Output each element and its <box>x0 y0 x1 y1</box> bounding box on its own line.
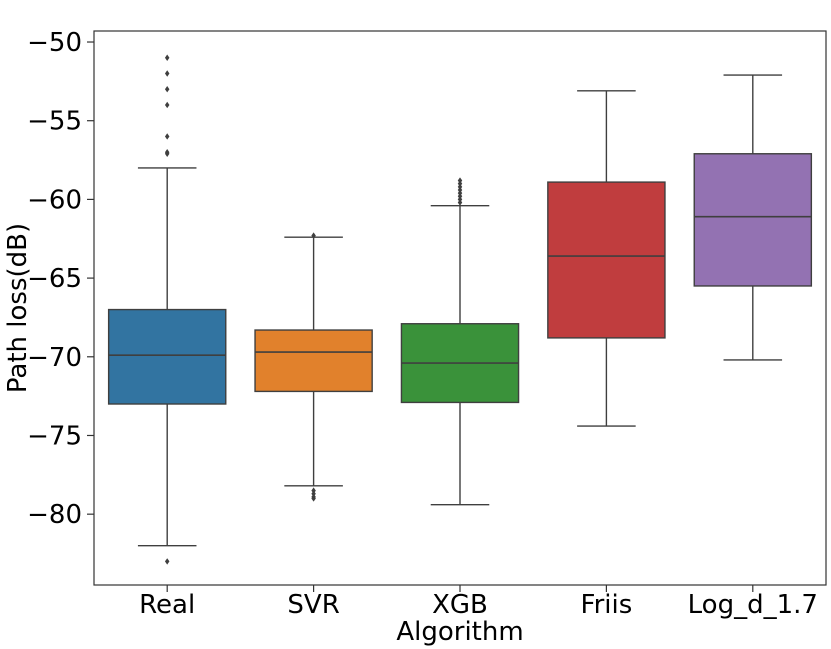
y-tick-label: −55 <box>27 107 82 137</box>
plot-marks <box>107 54 813 565</box>
outlier-point <box>164 558 170 565</box>
box-friis <box>547 90 666 427</box>
box-log-d-1-7 <box>693 74 813 361</box>
iqr-box <box>107 308 227 405</box>
outlier-point <box>457 177 463 184</box>
y-axis: −80 −75 −70 −65 −60 −55 −50 <box>27 28 94 530</box>
x-tick-label: SVR <box>287 590 339 620</box>
outlier-point <box>164 150 170 157</box>
outlier-point <box>311 232 316 239</box>
y-tick-label: −50 <box>27 28 82 58</box>
outlier-point <box>164 101 170 109</box>
outlier-point <box>311 495 316 502</box>
x-tick-label: Real <box>139 590 195 620</box>
x-axis: Real SVR XGB Friis Log_d_1.7 <box>139 585 818 620</box>
y-tick-label: −60 <box>27 185 82 215</box>
x-tick-label: Log_d_1.7 <box>688 590 818 620</box>
box-svr <box>254 232 373 502</box>
iqr-box <box>693 153 813 287</box>
box-real <box>107 54 227 565</box>
y-tick-label: −65 <box>27 264 82 294</box>
y-tick-label: −70 <box>27 343 82 373</box>
box-xgb <box>400 177 520 506</box>
y-tick-label: −80 <box>27 500 82 530</box>
x-tick-label: XGB <box>432 590 488 620</box>
y-tick-label: −75 <box>27 421 82 451</box>
x-axis-label: Algorithm <box>396 617 523 647</box>
outlier-point <box>164 133 170 140</box>
x-tick-label: Friis <box>581 590 633 620</box>
iqr-box <box>547 181 666 339</box>
outlier-point <box>164 54 170 61</box>
outlier-point <box>164 86 170 93</box>
y-axis-label: Path loss(dB) <box>3 223 33 393</box>
outlier-point <box>164 70 170 77</box>
iqr-box <box>254 329 373 393</box>
